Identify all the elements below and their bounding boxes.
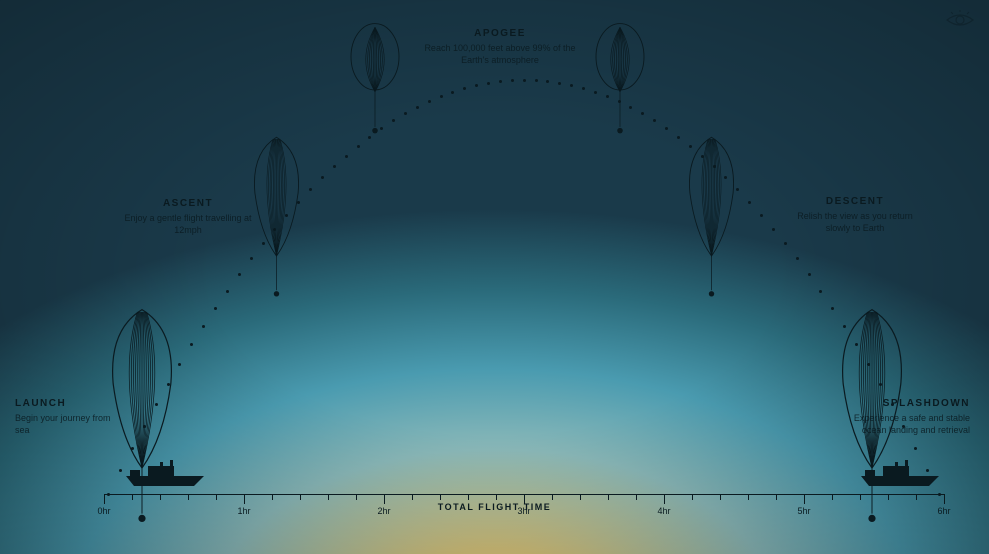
stage-label-splashdown: SPLASHDOWN Experience a safe and stable …: [840, 398, 970, 436]
stage-label-launch: LAUNCH Begin your journey from sea: [15, 398, 115, 436]
axis-tick-minor: [216, 494, 217, 500]
axis-tick-minor: [440, 494, 441, 500]
axis-tick-minor: [888, 494, 889, 500]
balloon-apogee-right: [590, 18, 650, 138]
axis-tick-minor: [496, 494, 497, 500]
axis-tick-label: 3hr: [517, 506, 530, 516]
stage-subtitle: Relish the view as you return slowly to …: [785, 211, 925, 234]
axis-tick-minor: [272, 494, 273, 500]
axis-tick-minor: [328, 494, 329, 500]
eye-logo-icon: [945, 10, 975, 35]
axis-tick-major: [244, 494, 245, 504]
ship-splashdown: [855, 456, 945, 493]
axis-tick-minor: [188, 494, 189, 500]
axis-tick-minor: [160, 494, 161, 500]
stage-label-apogee: APOGEE Reach 100,000 feet above 99% of t…: [420, 28, 580, 66]
stage-title: SPLASHDOWN: [840, 398, 970, 409]
stage-label-descent: DESCENT Relish the view as you return sl…: [785, 196, 925, 234]
axis-tick-major: [524, 494, 525, 504]
axis-tick-label: 2hr: [377, 506, 390, 516]
axis-tick-minor: [720, 494, 721, 500]
axis-tick-minor: [580, 494, 581, 500]
axis-tick-minor: [356, 494, 357, 500]
axis-tick-label: 0hr: [97, 506, 110, 516]
axis-tick-minor: [860, 494, 861, 500]
stage-title: DESCENT: [785, 196, 925, 207]
stage-label-ascent: ASCENT Enjoy a gentle flight travelling …: [118, 198, 258, 236]
axis-tick-minor: [832, 494, 833, 500]
axis-tick-minor: [776, 494, 777, 500]
axis-tick-major: [664, 494, 665, 504]
axis-tick-label: 1hr: [237, 506, 250, 516]
axis-tick-minor: [916, 494, 917, 500]
stage-subtitle: Reach 100,000 feet above 99% of the Eart…: [420, 43, 580, 66]
axis-tick-label: 4hr: [657, 506, 670, 516]
axis-tick-minor: [608, 494, 609, 500]
stage-title: APOGEE: [420, 28, 580, 39]
axis-tick-minor: [300, 494, 301, 500]
axis-tick-major: [384, 494, 385, 504]
axis-tick-minor: [552, 494, 553, 500]
balloon-descent: [680, 130, 743, 301]
stage-subtitle: Enjoy a gentle flight travelling at 12mp…: [118, 213, 258, 236]
axis-tick-major: [104, 494, 105, 504]
time-axis: 0hr1hr2hr3hr4hr5hr6hr: [104, 494, 944, 524]
axis-tick-label: 5hr: [797, 506, 810, 516]
diagram-stage: LAUNCH Begin your journey from sea ASCEN…: [0, 0, 989, 554]
ship-launch: [120, 456, 210, 493]
axis-tick-minor: [748, 494, 749, 500]
axis-tick-minor: [132, 494, 133, 500]
axis-tick-minor: [412, 494, 413, 500]
stage-title: ASCENT: [118, 198, 258, 209]
balloon-apogee-left: [345, 18, 405, 138]
axis-tick-minor: [468, 494, 469, 500]
axis-tick-minor: [692, 494, 693, 500]
axis-tick-minor: [636, 494, 637, 500]
axis-tick-major: [804, 494, 805, 504]
stage-subtitle: Experience a safe and stable ocean landi…: [840, 413, 970, 436]
axis-tick-major: [944, 494, 945, 504]
stage-title: LAUNCH: [15, 398, 115, 409]
axis-tick-label: 6hr: [937, 506, 950, 516]
stage-subtitle: Begin your journey from sea: [15, 413, 115, 436]
